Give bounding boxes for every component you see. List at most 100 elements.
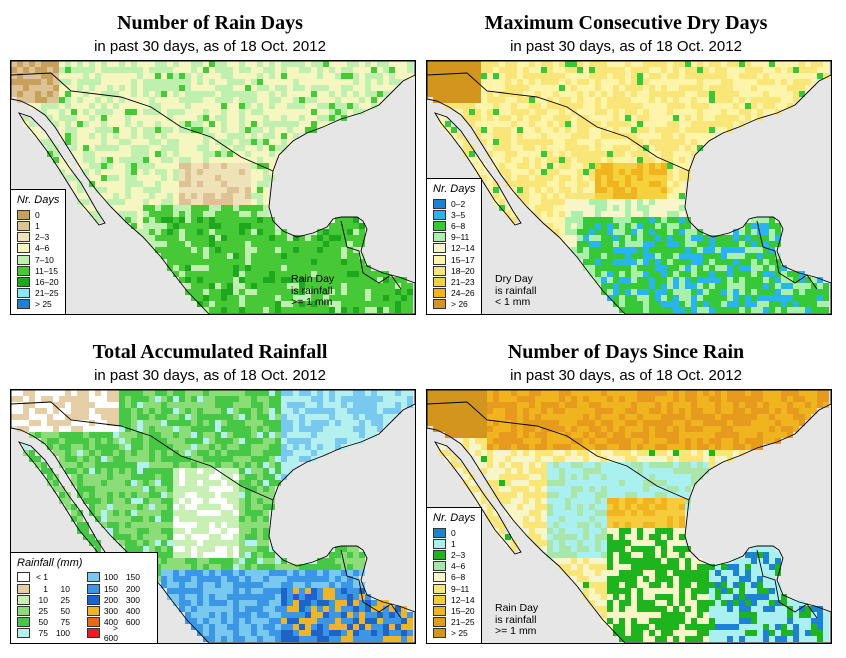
- baja-coastline: [17, 112, 106, 226]
- legend-swatch: [433, 254, 446, 265]
- note-line: Rain Day: [291, 273, 335, 285]
- legend-label: 21–25: [35, 288, 59, 299]
- legend-swatch: [87, 606, 100, 617]
- central-america-border: [340, 220, 402, 290]
- legend-label: 11–15: [35, 265, 59, 276]
- legend-label: 1: [35, 221, 40, 232]
- legend-label: 2–3: [35, 232, 50, 243]
- legend-item: 12–14: [433, 243, 475, 254]
- note-line: is rainfall: [291, 284, 333, 297]
- legend-range-low: 75: [38, 628, 48, 639]
- legend-title: Nr. Days: [433, 183, 476, 196]
- legend-swatch: [17, 583, 30, 594]
- legend-item: 150 200: [87, 583, 151, 594]
- note-line: is rainfall: [495, 284, 537, 297]
- legend-range-low: 10: [38, 594, 48, 605]
- legend-label: 18–20: [451, 265, 475, 276]
- legend-label: 0: [35, 209, 40, 220]
- legend-item: 50 75: [17, 617, 81, 628]
- legend: Nr. Days 0–2 3–5 6–8 9–11 12–14 15–17 18–20 21–…: [427, 178, 483, 314]
- panel-subtitle: in past 30 days, as of 18 Oct. 2012: [94, 367, 326, 384]
- legend-items: 0 1 2–3 4–6 7–10 11–15 16–20 21–25 > 25: [17, 209, 59, 310]
- legend-label: 24–26: [451, 288, 475, 299]
- legend-swatch: [17, 594, 30, 605]
- legend-item: 4–6: [433, 561, 475, 572]
- coastline: [427, 390, 831, 643]
- legend-swatch: [433, 277, 446, 288]
- panel-title: Number of Rain Days: [117, 12, 303, 34]
- legend-item: 12–14: [433, 594, 475, 605]
- legend-label: > 25: [35, 299, 52, 310]
- legend-range-low: 100: [103, 572, 118, 583]
- legend-item: 18–20: [433, 265, 475, 276]
- legend-item: 1 10: [17, 583, 81, 594]
- definition-note: Dry Day is rainfall < 1 mm: [495, 273, 537, 309]
- legend-range-high: 300: [125, 594, 140, 605]
- legend-item: 400 600: [87, 617, 151, 628]
- legend-swatch: [433, 299, 446, 310]
- legend-swatch: [17, 572, 30, 583]
- legend-swatch: [433, 628, 446, 639]
- legend-item: 24–26: [433, 288, 475, 299]
- legend-title: Nr. Days: [17, 194, 60, 207]
- legend-swatch: [17, 617, 30, 628]
- legend-swatch: [17, 254, 30, 265]
- legend-range-high: 150: [125, 572, 140, 583]
- legend-swatch: [17, 606, 30, 617]
- map-total-rainfall: Rainfall (mm) < 1 100 150 1 10 150 200 10 25 200 3…: [10, 389, 416, 644]
- legend-swatch: [17, 209, 30, 220]
- map-max-dry-days: Nr. Days 0–2 3–5 6–8 9–11 12–14 15–17 18–20 21–…: [426, 60, 832, 315]
- legend-label: 4–6: [35, 243, 50, 254]
- coastline: [11, 61, 415, 314]
- legend-label: 1: [451, 538, 456, 549]
- us-mexico-border: [11, 72, 274, 172]
- legend-swatch: [17, 221, 30, 232]
- legend: Nr. Days 0 1 2–3 4–6 6–8 9–11 12–14 15–20 21–25 >…: [427, 507, 483, 643]
- legend-label: 12–14: [451, 243, 475, 254]
- legend-items: 0 1 2–3 4–6 6–8 9–11 12–14 15–20 21–25 > 25: [433, 527, 475, 639]
- legend-item: 3–5: [433, 209, 475, 220]
- panel-subtitle: in past 30 days, as of 18 Oct. 2012: [510, 367, 742, 384]
- central-america-border: [340, 549, 402, 619]
- legend-swatch: [433, 538, 446, 549]
- legend-item: 1: [17, 221, 59, 232]
- land-cells: [11, 61, 413, 313]
- legend-swatch: [87, 594, 100, 605]
- legend-item: 6–8: [433, 221, 475, 232]
- map-canvas: [427, 61, 831, 314]
- legend-label: 15–20: [451, 606, 475, 617]
- us-mexico-border: [427, 72, 690, 172]
- legend-label: 12–14: [451, 594, 475, 605]
- legend-item: 300 400: [87, 605, 151, 617]
- legend-item: 11–15: [17, 265, 59, 276]
- legend-item: 4–6: [17, 243, 59, 254]
- legend-label: 7–10: [35, 254, 54, 265]
- legend-range-low: 1: [43, 583, 48, 594]
- note-line: Rain Day: [495, 602, 539, 614]
- legend-swatch: [17, 628, 30, 639]
- note-line: >= 1 mm: [291, 296, 333, 308]
- legend-label: 15–17: [451, 254, 475, 265]
- legend-range-high: 100: [55, 628, 70, 639]
- legend-swatch: [87, 583, 100, 594]
- legend-item: > 26: [433, 299, 475, 310]
- legend-item: 0: [17, 209, 59, 220]
- legend-swatch: [433, 221, 446, 232]
- legend-items: < 1 100 150 1 10 150 200 10 25 200 300 25 50 300 400 50…: [17, 572, 151, 643]
- legend-label: 3–5: [451, 209, 466, 220]
- legend-range-high: 600: [125, 617, 140, 628]
- legend-range-high: 75: [60, 617, 70, 628]
- legend-label: 6–8: [451, 221, 466, 232]
- legend-item: 0–2: [433, 198, 475, 209]
- legend-range-low: 400: [103, 617, 118, 628]
- legend-swatch: [17, 243, 30, 254]
- legend-item: 10 25: [17, 594, 81, 605]
- legend-swatch: [433, 550, 446, 561]
- legend-label: 2–3: [451, 550, 466, 561]
- legend-swatch: [433, 288, 446, 299]
- legend-label: 9–11: [451, 583, 470, 594]
- legend-item: 16–20: [17, 276, 59, 288]
- legend-label: 21–25: [451, 617, 475, 628]
- legend-range-high: 200: [125, 583, 140, 594]
- legend-item: 75 100: [17, 628, 81, 639]
